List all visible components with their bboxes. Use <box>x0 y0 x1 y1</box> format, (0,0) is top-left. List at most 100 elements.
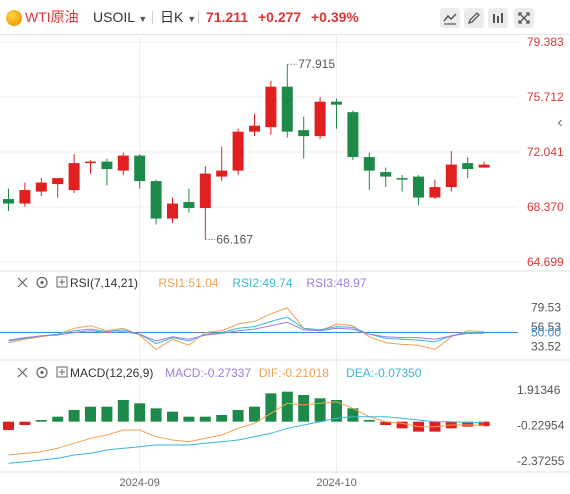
candle-body[interactable] <box>413 176 424 198</box>
rsi-legend-item: RSI3:48.97 <box>306 276 366 290</box>
macd-bar[interactable] <box>363 420 375 422</box>
candle-body[interactable] <box>150 181 162 219</box>
candle-body[interactable] <box>101 161 113 170</box>
macd-bar[interactable] <box>101 406 113 422</box>
candle-body[interactable] <box>199 173 211 209</box>
price-change-percent: +0.39% <box>311 9 359 25</box>
period-label: 日K <box>160 9 184 25</box>
candle-body[interactable] <box>331 101 342 105</box>
macd-bar[interactable] <box>281 391 293 422</box>
rsi-line <box>8 321 485 342</box>
candle-body[interactable] <box>134 155 146 182</box>
high-price-label: 77.915 <box>298 57 335 71</box>
macd-bar[interactable] <box>396 421 408 429</box>
candle-body[interactable] <box>52 178 64 185</box>
macd-bar[interactable] <box>462 421 474 427</box>
macd-bar[interactable] <box>347 408 359 422</box>
macd-bar[interactable] <box>52 416 64 422</box>
instrument-name[interactable]: WTI原油 <box>25 9 79 25</box>
settings-icon[interactable] <box>36 276 48 289</box>
macd-bar[interactable] <box>265 393 277 422</box>
chevron-left-icon: ‹ <box>557 114 563 131</box>
y-tick-label: 79.53 <box>531 300 561 314</box>
macd-bar[interactable] <box>3 421 14 430</box>
candle-body[interactable] <box>314 101 326 137</box>
y-tick-label: 75.712 <box>527 90 564 104</box>
macd-legend-item: MACD:-0.27337 <box>165 366 251 380</box>
y-tick-label: -2.37255 <box>517 454 565 468</box>
macd-bar[interactable] <box>183 416 195 422</box>
symbol-selector[interactable]: USOIL ▼ <box>93 9 147 28</box>
draw-tool-button[interactable] <box>464 8 484 28</box>
candle-body[interactable] <box>265 86 277 128</box>
y-tick-label: 79.383 <box>527 35 564 49</box>
divider <box>152 11 153 24</box>
candle-body[interactable] <box>68 163 80 191</box>
macd-bar[interactable] <box>117 400 129 422</box>
candle-body[interactable] <box>445 164 457 188</box>
period-selector[interactable]: 日K ▼ <box>160 9 196 28</box>
macd-bar[interactable] <box>167 411 178 422</box>
candle-body[interactable] <box>167 203 178 219</box>
candle-body[interactable] <box>347 112 359 158</box>
close-icon[interactable] <box>17 367 28 378</box>
indicator-bars-icon <box>493 13 503 23</box>
chart-toolbar: WTI原油 USOIL ▼ 日K ▼ 71.211 +0.277 +0.39% <box>0 0 570 35</box>
fullscreen-button[interactable] <box>514 8 534 28</box>
low-price-label: 66.167 <box>216 233 253 247</box>
draw-pen-icon <box>467 12 480 25</box>
y-tick-label: 64.699 <box>527 255 564 269</box>
candle-body[interactable] <box>380 172 392 177</box>
chevron-down-icon: ▼ <box>187 14 197 24</box>
rsi-title: RSI(7,14,21) <box>70 276 138 290</box>
candle-body[interactable] <box>462 163 474 170</box>
candle-body[interactable] <box>216 170 228 177</box>
macd-bar[interactable] <box>199 416 211 422</box>
candle-body[interactable] <box>35 182 47 192</box>
macd-bar[interactable] <box>298 395 310 422</box>
candle-body[interactable] <box>298 130 310 137</box>
candle-body[interactable] <box>249 125 260 132</box>
fullscreen-icon <box>518 12 530 24</box>
candle-body[interactable] <box>478 164 490 168</box>
macd-bar[interactable] <box>232 410 244 422</box>
price-change: +0.277 <box>258 9 302 25</box>
y-tick-label: 1.91346 <box>517 383 561 397</box>
macd-bar[interactable] <box>35 420 47 422</box>
expand-icon[interactable] <box>56 366 68 378</box>
candle-body[interactable] <box>281 86 293 132</box>
candle-body[interactable] <box>3 199 14 204</box>
settings-icon[interactable] <box>36 366 48 379</box>
macd-line <box>8 416 485 464</box>
candle-body[interactable] <box>183 202 195 209</box>
candle-body[interactable] <box>429 187 441 198</box>
candle-body[interactable] <box>363 157 375 171</box>
candle-body[interactable] <box>396 178 408 180</box>
line-chart-button[interactable] <box>440 8 460 28</box>
candle-body[interactable] <box>85 161 96 164</box>
macd-bar[interactable] <box>331 400 342 422</box>
macd-bar[interactable] <box>314 398 326 422</box>
expand-icon[interactable] <box>56 276 68 288</box>
indicator-button[interactable] <box>488 8 508 28</box>
line-chart-icon <box>443 13 457 25</box>
macd-bar[interactable] <box>68 410 80 422</box>
rsi-line <box>8 307 485 351</box>
collapse-panel-button[interactable]: ‹ <box>552 108 568 138</box>
macd-bar[interactable] <box>249 406 260 422</box>
macd-bar[interactable] <box>150 408 162 422</box>
candle-body[interactable] <box>117 155 129 171</box>
chevron-down-icon: ▼ <box>138 14 148 24</box>
candle-body[interactable] <box>232 131 244 171</box>
macd-bar[interactable] <box>216 415 228 422</box>
macd-legend-item: DIF:-0.21018 <box>259 366 329 380</box>
macd-bar[interactable] <box>380 421 392 425</box>
close-icon[interactable] <box>17 277 28 288</box>
macd-bar[interactable] <box>85 406 96 422</box>
macd-bar[interactable] <box>134 403 146 422</box>
expand-icon-plus <box>59 369 65 375</box>
macd-bar[interactable] <box>19 421 31 425</box>
macd-bar[interactable] <box>478 421 490 427</box>
candle-body[interactable] <box>19 190 31 204</box>
